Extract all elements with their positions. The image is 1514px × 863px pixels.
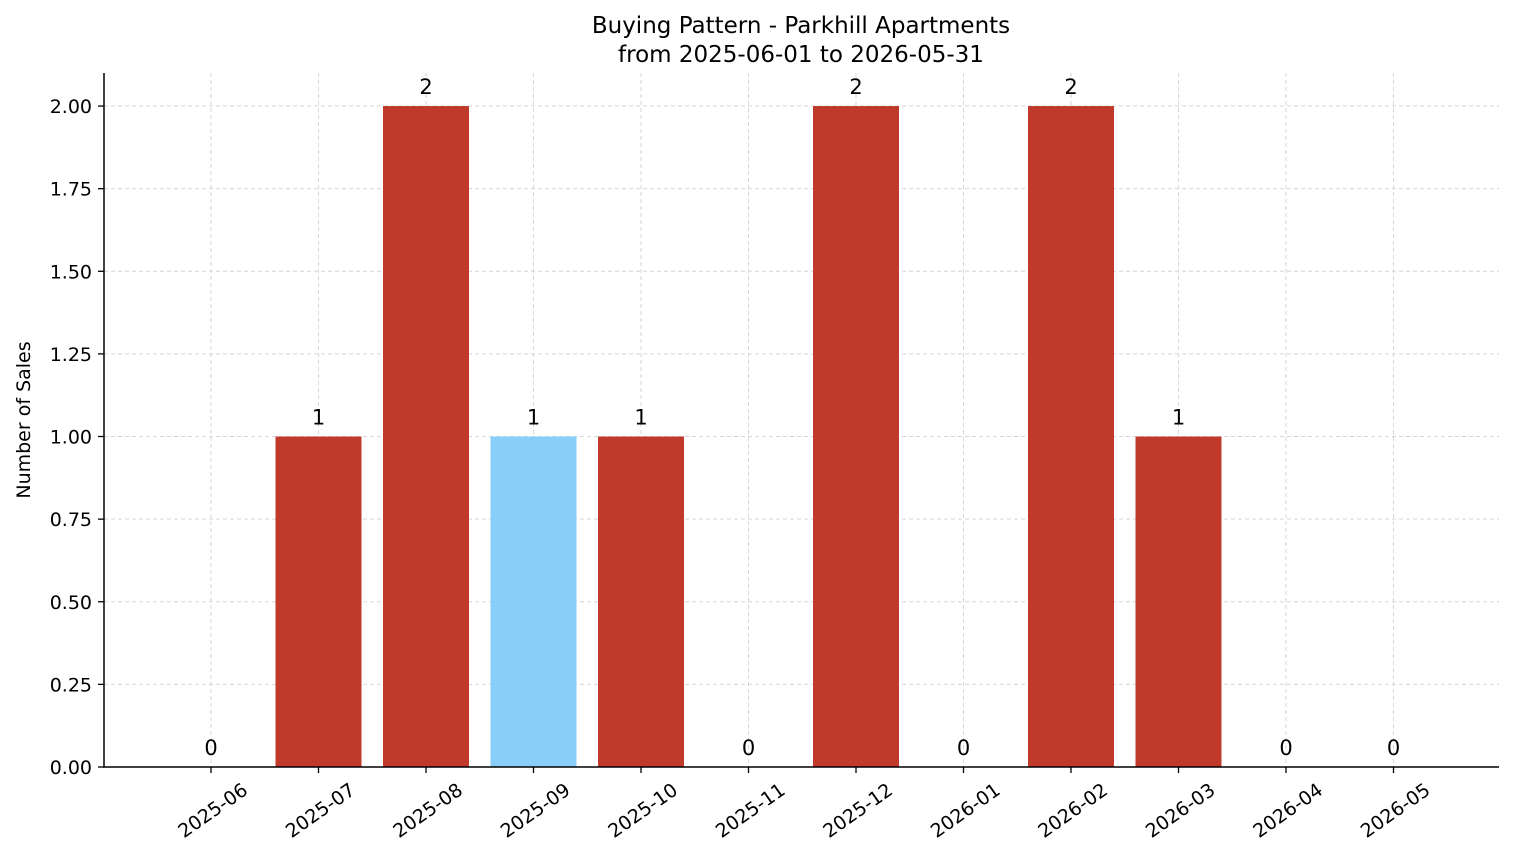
- bar-2026-02: [1028, 106, 1114, 768]
- x-axis-ticks: 2025-06 2025-07 2025-08 2025-09 2025-10 2025-…: [174, 767, 1434, 843]
- bar-2025-10: [598, 436, 684, 767]
- bar-2026-03: [1135, 436, 1222, 767]
- x-tick-label-2025-11: 2025-11: [712, 779, 790, 843]
- y-tick-label: 1.50: [50, 261, 92, 283]
- chart-subtitle: from 2025-06-01 to 2026-05-31: [618, 42, 984, 68]
- x-tick-label-2025-06: 2025-06: [174, 779, 252, 843]
- data-label-2025-09: 1: [527, 406, 540, 430]
- bar-2025-08: [383, 106, 469, 768]
- y-axis-ticks: 0.00 0.25 0.50 0.75 1.00 1.25 1.50 1.75 2.00: [50, 96, 104, 779]
- y-axis-label: Number of Sales: [13, 341, 35, 498]
- x-tick-label-2025-10: 2025-10: [604, 779, 682, 843]
- chart-title: Buying Pattern - Parkhill Apartments: [592, 13, 1010, 39]
- x-tick-label-2025-08: 2025-08: [389, 779, 467, 843]
- x-tick-label-2026-04: 2026-04: [1249, 779, 1327, 843]
- data-label-2026-05: 0: [1387, 736, 1400, 760]
- data-label-2025-11: 0: [742, 736, 755, 760]
- x-tick-label-2025-12: 2025-12: [819, 779, 897, 843]
- bar-2025-12: [813, 106, 899, 768]
- x-tick-label-2025-09: 2025-09: [497, 779, 575, 843]
- data-label-2025-07: 1: [312, 406, 325, 430]
- data-label-2026-01: 0: [957, 736, 970, 760]
- x-tick-label-2026-05: 2026-05: [1357, 779, 1435, 843]
- bar-2025-07: [275, 436, 362, 767]
- x-tick-label-2026-01: 2026-01: [927, 779, 1005, 843]
- y-tick-label: 1.75: [50, 179, 92, 201]
- data-label-2025-10: 1: [634, 406, 647, 430]
- bars: [275, 106, 1222, 768]
- data-label-2025-08: 2: [419, 75, 432, 99]
- bar-2025-09: [490, 436, 577, 767]
- x-tick-label-2026-02: 2026-02: [1034, 779, 1112, 843]
- y-tick-label: 0.25: [50, 674, 92, 696]
- data-label-2026-04: 0: [1279, 736, 1292, 760]
- bar-labels: 0 1 2 1 1 0 2 0 2 1 0 0: [204, 75, 1400, 760]
- data-label-2026-03: 1: [1172, 406, 1185, 430]
- y-tick-label: 0.00: [50, 757, 92, 779]
- data-label-2025-12: 2: [849, 75, 862, 99]
- y-tick-label: 0.75: [50, 509, 92, 531]
- y-tick-label: 0.50: [50, 592, 92, 614]
- y-tick-label: 2.00: [50, 96, 92, 118]
- data-label-2025-06: 0: [204, 736, 217, 760]
- x-tick-label-2025-07: 2025-07: [282, 779, 360, 843]
- y-tick-label: 1.00: [50, 427, 92, 449]
- y-tick-label: 1.25: [50, 344, 92, 366]
- x-tick-label-2026-03: 2026-03: [1142, 779, 1220, 843]
- data-label-2026-02: 2: [1064, 75, 1077, 99]
